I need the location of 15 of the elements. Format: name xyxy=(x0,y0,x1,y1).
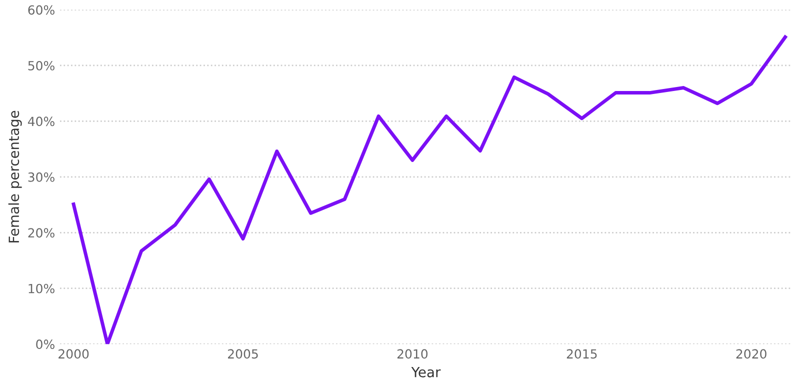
x-axis-title: Year xyxy=(411,367,441,378)
line-series xyxy=(72,35,787,344)
x-tick-label: 2005 xyxy=(228,349,258,359)
y-tick-label: 50% xyxy=(28,60,54,70)
y-tick-label: 30% xyxy=(28,172,54,182)
y-axis-title: Female percentage xyxy=(8,110,22,242)
y-tick-label: 60% xyxy=(28,5,54,15)
y-tick-label: 0% xyxy=(36,340,54,350)
y-tick-label: 20% xyxy=(28,228,54,238)
x-tick-label: 2010 xyxy=(397,349,428,359)
y-tick-label: 10% xyxy=(28,284,54,294)
x-tick-label: 2015 xyxy=(566,349,597,359)
x-tick-label: 2020 xyxy=(736,349,766,359)
x-tick-label: 2000 xyxy=(58,349,89,359)
y-tick-label: 40% xyxy=(28,116,54,126)
